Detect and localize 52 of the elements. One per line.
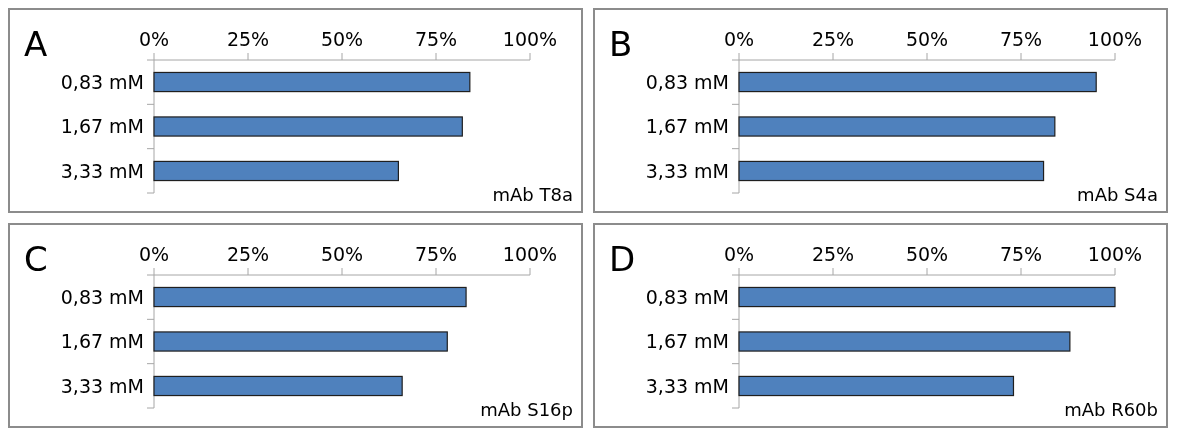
- x-tick-label: 25%: [226, 28, 270, 50]
- x-tick-label: 0%: [138, 243, 170, 265]
- annotation: mAb T8a: [492, 184, 573, 205]
- y-tick-label: 1,67 mM: [645, 330, 729, 353]
- y-tick-label: 3,33 mM: [60, 159, 144, 182]
- bar: [153, 286, 467, 308]
- y-tick-label: 0,83 mM: [645, 285, 729, 308]
- x-tick-label: 75%: [999, 243, 1043, 265]
- x-tick-label: 100%: [1087, 28, 1143, 50]
- y-tick-label: 3,33 mM: [645, 374, 729, 397]
- chart-title: D: [609, 239, 636, 279]
- y-tick-label: 3,33 mM: [645, 159, 729, 182]
- chart-title: B: [609, 24, 633, 64]
- bar: [153, 160, 399, 182]
- x-tick-label: 100%: [502, 28, 558, 50]
- y-tick-label: 3,33 mM: [60, 374, 144, 397]
- bar: [738, 375, 1015, 397]
- chart-title: A: [24, 24, 48, 64]
- bar: [738, 71, 1097, 93]
- bar: [738, 331, 1071, 352]
- x-tick-label: 100%: [502, 243, 558, 265]
- x-tick-label: 50%: [320, 243, 364, 265]
- bar: [738, 116, 1056, 137]
- annotation: mAb S4a: [1077, 184, 1158, 205]
- x-tick-label: 75%: [414, 243, 458, 265]
- x-tick-label: 25%: [811, 28, 855, 50]
- y-tick-label: 1,67 mM: [60, 115, 144, 138]
- y-tick-label: 1,67 mM: [645, 115, 729, 138]
- x-tick-label: 75%: [999, 28, 1043, 50]
- annotation: mAb S16p: [480, 399, 573, 420]
- bar: [738, 160, 1045, 182]
- annotation: mAb R60b: [1064, 399, 1158, 420]
- x-tick-label: 0%: [138, 28, 170, 50]
- x-tick-label: 0%: [723, 28, 755, 50]
- y-tick-label: 1,67 mM: [60, 330, 144, 353]
- bar: [153, 71, 471, 93]
- y-tick-label: 0,83 mM: [60, 70, 144, 93]
- bar: [153, 116, 463, 137]
- x-tick-label: 50%: [905, 28, 949, 50]
- x-tick-label: 25%: [811, 243, 855, 265]
- bar: [153, 331, 448, 352]
- y-tick-label: 0,83 mM: [645, 70, 729, 93]
- x-tick-label: 50%: [905, 243, 949, 265]
- y-tick-label: 0,83 mM: [60, 285, 144, 308]
- bar: [738, 286, 1116, 308]
- chart-title: C: [24, 239, 48, 279]
- x-tick-label: 0%: [723, 243, 755, 265]
- bar: [153, 375, 403, 397]
- x-tick-label: 75%: [414, 28, 458, 50]
- x-tick-label: 100%: [1087, 243, 1143, 265]
- x-tick-label: 25%: [226, 243, 270, 265]
- x-tick-label: 50%: [320, 28, 364, 50]
